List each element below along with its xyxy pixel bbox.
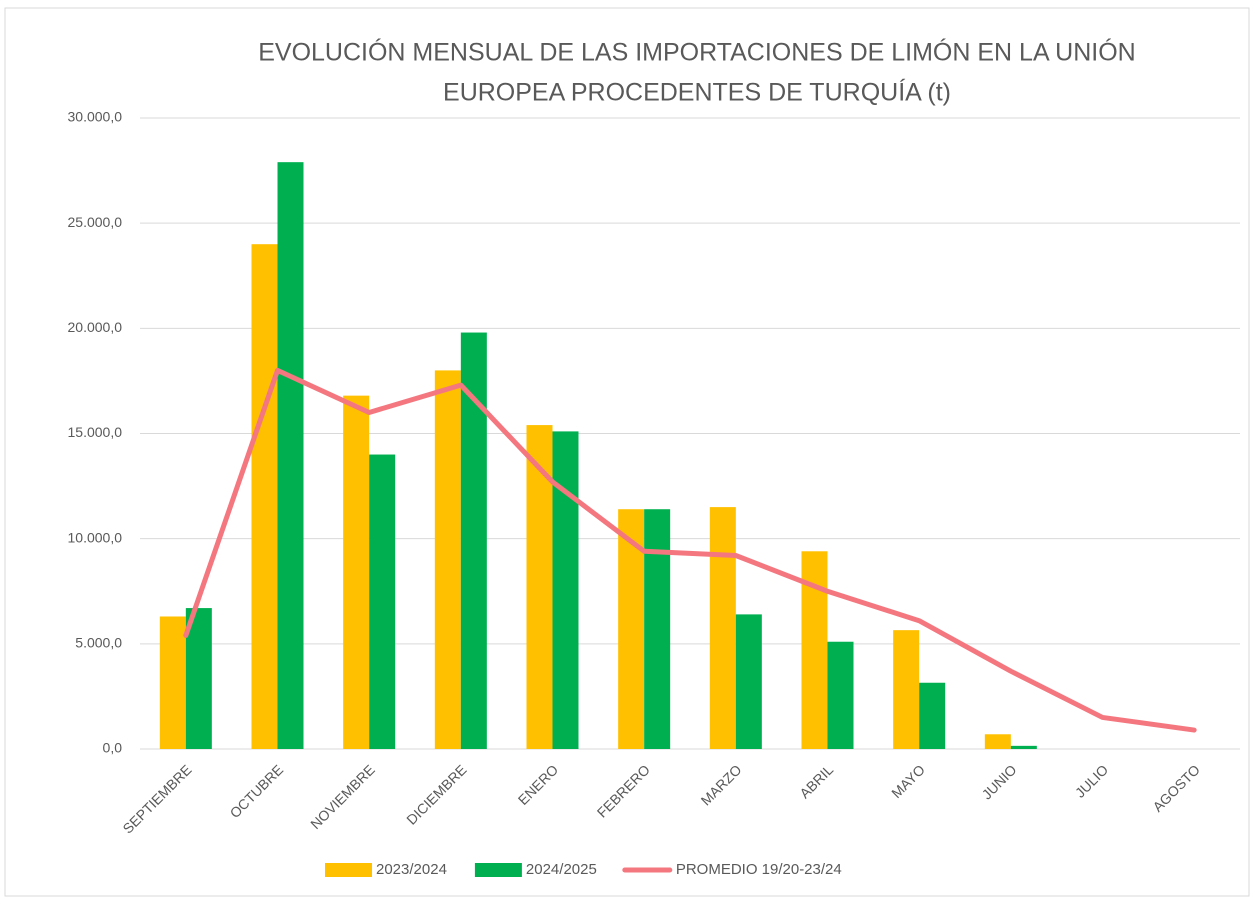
bar (343, 395, 370, 749)
y-tick-label: 25.000,0 (68, 214, 123, 230)
bar (185, 608, 212, 749)
bar (709, 507, 736, 749)
bar (919, 682, 946, 749)
bar (434, 370, 461, 749)
bar (159, 616, 186, 749)
bar (552, 431, 579, 749)
bar (460, 332, 487, 749)
bar (984, 734, 1011, 749)
bar (644, 509, 671, 749)
bar (1010, 745, 1037, 749)
bar (369, 454, 396, 749)
chart-title: EVOLUCIÓN MENSUAL DE LAS IMPORTACIONES D… (258, 38, 1136, 67)
legend-label: 2023/2024 (376, 861, 447, 878)
y-tick-label: 30.000,0 (68, 109, 123, 125)
legend-swatch (325, 863, 372, 877)
bar (735, 614, 762, 749)
bar (618, 509, 645, 749)
bar (277, 162, 304, 750)
legend-label: 2024/2025 (526, 861, 597, 878)
y-tick-label: 15.000,0 (68, 424, 123, 440)
bar (827, 641, 854, 749)
bar (526, 425, 553, 749)
chart-title: EUROPEA PROCEDENTES DE TURQUÍA (t) (443, 78, 951, 107)
bar (251, 244, 278, 749)
bar (893, 630, 920, 749)
line (183, 367, 1197, 733)
y-tick-label: 5.000,0 (75, 635, 122, 651)
legend-label: PROMEDIO 19/20-23/24 (676, 861, 842, 878)
chart-frame (4, 7, 1250, 897)
y-tick-label: 10.000,0 (68, 529, 123, 545)
y-tick-label: 20.000,0 (68, 319, 123, 335)
legend-swatch (474, 863, 522, 877)
y-tick-label: 0,0 (103, 740, 123, 756)
